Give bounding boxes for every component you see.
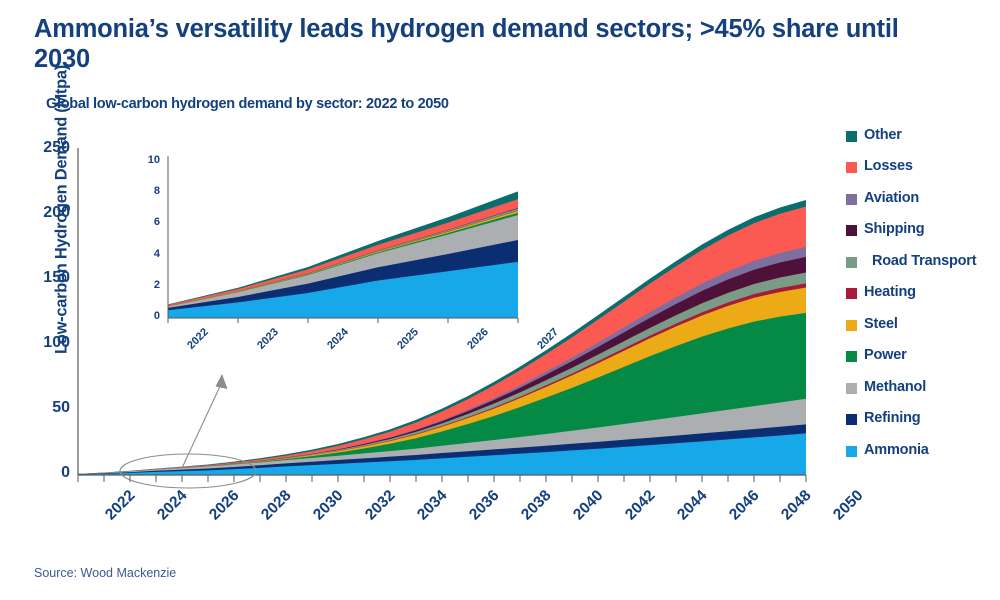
inset-y-axis-tick-label: 10 — [147, 154, 160, 166]
page-title: Ammonia’s versatility leads hydrogen dem… — [34, 15, 899, 74]
y-axis-tick-label: 50 — [52, 399, 70, 416]
legend-item-label: Power — [864, 347, 907, 364]
legend-item-losses[interactable]: Losses — [846, 159, 1000, 175]
legend-item-aviation[interactable]: Aviation — [846, 189, 1000, 207]
main-plot-group — [78, 200, 806, 476]
legend-item-label: Methanol — [864, 378, 927, 395]
y-axis-tick-label: 100 — [43, 334, 70, 351]
legend-swatch-icon — [846, 256, 857, 268]
legend-item-label: Shipping — [864, 221, 925, 238]
legend-swatch-icon — [846, 382, 857, 394]
inset-y-axis-tick-label: 4 — [153, 247, 160, 260]
legend-swatch-icon — [846, 193, 857, 205]
legend-item-heating[interactable]: Heating — [846, 285, 1000, 301]
legend-item-label: Other — [864, 127, 902, 143]
chart-legend: Other Losses Aviation Shipping Road Transpor… — [846, 127, 1000, 474]
legend-item-label: Road Transport — [872, 252, 977, 269]
legend-item-methanol[interactable]: Methanol — [846, 378, 1000, 396]
legend-item-label: Losses — [864, 158, 913, 175]
y-axis-tick-label: 150 — [43, 269, 70, 286]
y-axis-title: Low-carbon Hydrogen Demand (Mtpa) — [52, 65, 71, 354]
source-note: Source: Wood Mackenzie — [34, 566, 177, 580]
inset-y-axis-tick-label: 0 — [153, 310, 160, 322]
area-series-ammonia — [168, 261, 518, 318]
legend-swatch-icon — [846, 351, 857, 363]
legend-item-label: Steel — [864, 315, 898, 332]
inset-y-axis-tick-label: 6 — [153, 216, 160, 229]
legend-swatch-icon — [846, 319, 857, 331]
legend-swatch-icon — [846, 162, 857, 174]
legend-item-label: Heating — [864, 284, 916, 301]
legend-swatch-icon — [846, 225, 857, 237]
inset-plot-group — [168, 191, 518, 318]
chart-subtitle: Global low-carbon hydrogen demand by sec… — [46, 96, 449, 112]
inset-y-axis-tick-label: 8 — [153, 185, 160, 198]
legend-item-label: Ammonia — [864, 441, 929, 458]
inset-y-axis-tick-label: 2 — [153, 278, 160, 291]
legend-swatch-icon — [846, 288, 857, 300]
legend-swatch-icon — [846, 414, 857, 426]
legend-item-shipping[interactable]: Shipping — [846, 222, 1000, 238]
legend-item-label: Refining — [864, 410, 921, 427]
y-axis-tick-label: 0 — [61, 464, 70, 481]
legend-item-label: Aviation — [864, 189, 920, 206]
legend-item-other[interactable]: Other — [846, 127, 1000, 144]
legend-swatch-icon — [846, 445, 857, 457]
area-series-ammonia — [78, 433, 806, 475]
legend-item-road-transport[interactable]: Road Transport — [846, 252, 1000, 270]
legend-item-steel[interactable]: Steel — [846, 315, 1000, 333]
legend-swatch-icon — [846, 131, 857, 142]
callout-arrow-line — [181, 381, 223, 469]
callout-arrow-head — [215, 374, 228, 389]
y-axis-tick-label: 250 — [43, 139, 70, 156]
y-axis-tick-label: 200 — [43, 204, 70, 221]
legend-item-power[interactable]: Power — [846, 348, 1000, 364]
legend-item-refining[interactable]: Refining — [846, 410, 1000, 427]
legend-item-ammonia[interactable]: Ammonia — [846, 441, 1000, 459]
